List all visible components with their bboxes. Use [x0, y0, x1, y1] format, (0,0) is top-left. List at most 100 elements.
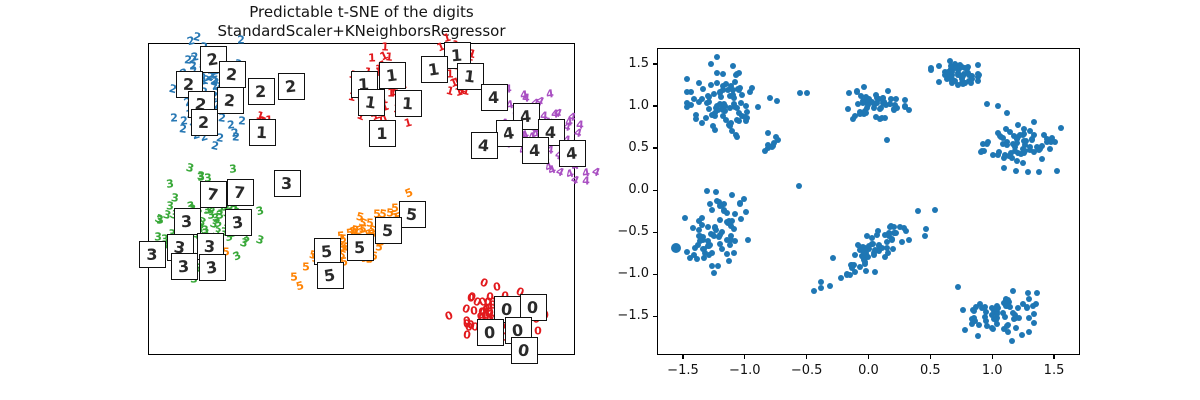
- scatter-point: [992, 305, 999, 312]
- scatter-point: [1030, 310, 1037, 317]
- scatter-point: [703, 99, 710, 106]
- scatter-point: [766, 95, 773, 102]
- scatter-point: [861, 83, 868, 90]
- scatter-point: [738, 91, 745, 98]
- scatter-point: [906, 237, 913, 244]
- scatter-point: [683, 88, 690, 95]
- scatter-point: [709, 262, 716, 269]
- scatter-point: [954, 72, 961, 79]
- scatter-point: [745, 237, 752, 244]
- scatter-point: [803, 89, 810, 96]
- scatter-point: [736, 110, 743, 117]
- x-tick-label: 1.5: [1043, 363, 1065, 378]
- scatter-point: [700, 234, 707, 241]
- scatter-point: [731, 79, 738, 86]
- x-tick-label: −1.0: [729, 363, 761, 378]
- scatter-point: [1021, 130, 1028, 137]
- scatter-point: [716, 231, 723, 238]
- scatter-point: [700, 245, 707, 252]
- scatter-point: [1025, 289, 1032, 296]
- scatter-point: [984, 100, 991, 107]
- digit-image-box: 2: [277, 72, 305, 100]
- scatter-point: [864, 105, 871, 112]
- digit-image-box: 3: [173, 207, 201, 235]
- scatter-point: [974, 61, 981, 68]
- scatter-point: [765, 144, 772, 151]
- scatter-point: [705, 94, 712, 101]
- digit-image-glyph: 7: [233, 182, 247, 202]
- scatter-point: [878, 244, 885, 251]
- scatter-point: [707, 200, 714, 207]
- x-tick-mark: [1053, 355, 1055, 359]
- scatter-point: [880, 94, 887, 101]
- scatter-point: [864, 233, 871, 240]
- scatter-point: [729, 191, 736, 198]
- scatter-point: [1029, 303, 1036, 310]
- scatter-point: [735, 86, 742, 93]
- scatter-point: [732, 71, 739, 78]
- scatter-point: [860, 249, 867, 256]
- scatter-point: [1004, 322, 1011, 329]
- scatter-point: [723, 237, 730, 244]
- x-tick-label: −1.5: [667, 363, 699, 378]
- scatter-point: [984, 323, 991, 330]
- scatter-point: [994, 315, 1001, 322]
- scatter-point: [1033, 290, 1040, 297]
- scatter-point: [851, 112, 858, 119]
- y-tick-label: 1.0: [628, 98, 649, 114]
- digit-glyph: 2: [170, 111, 179, 126]
- scatter-point: [886, 224, 893, 231]
- y-tick-mark: [653, 105, 657, 107]
- digit-image-box: 2: [216, 86, 244, 114]
- digit-glyph: 4: [576, 118, 585, 132]
- scatter-point: [1024, 168, 1031, 175]
- digit-image-box: 2: [190, 108, 218, 136]
- scatter-point: [731, 103, 738, 110]
- scatter-point: [731, 210, 738, 217]
- scatter-point: [982, 314, 989, 321]
- scatter-point: [877, 105, 884, 112]
- digit-glyph: 3: [165, 176, 175, 191]
- digit-image-box: 3: [198, 253, 226, 281]
- scatter-point: [1030, 148, 1037, 155]
- x-tick-mark: [929, 355, 931, 359]
- scatter-point: [990, 152, 997, 159]
- digit-image-glyph: 4: [502, 122, 516, 144]
- y-tick-mark: [653, 315, 657, 317]
- digit-image-glyph: 4: [488, 87, 500, 107]
- scatter-point: [936, 79, 943, 86]
- digit-glyph-single: 5: [222, 245, 230, 259]
- digit-image-box: 5: [346, 233, 374, 261]
- scatter-point: [700, 86, 707, 93]
- scatter-point: [980, 147, 987, 154]
- scatter-point: [952, 61, 959, 68]
- y-tick-mark: [653, 189, 657, 191]
- scatter-point: [769, 143, 776, 150]
- scatter-point: [960, 73, 967, 80]
- y-tick-label: 1.5: [628, 55, 649, 71]
- scatter-point: [717, 240, 724, 247]
- scatter-point: [731, 249, 738, 256]
- scatter-point: [870, 105, 877, 112]
- scatter-point: [743, 118, 750, 125]
- scatter-point: [726, 104, 733, 111]
- scatter-point: [728, 222, 735, 229]
- scatter-point: [729, 87, 736, 94]
- scatter-point: [993, 311, 1000, 318]
- digit-image-glyph: 1: [376, 123, 388, 143]
- scatter-point: [694, 256, 701, 263]
- scatter-point: [1033, 301, 1040, 308]
- scatter-point: [1018, 331, 1025, 338]
- digit-image-glyph: 3: [146, 244, 158, 264]
- scatter-point: [1006, 129, 1013, 136]
- scatter-point: [874, 228, 881, 235]
- scatter-point: [1038, 143, 1045, 150]
- scatter-point: [731, 226, 738, 233]
- scatter-point: [737, 216, 744, 223]
- scatter-point: [901, 103, 908, 110]
- scatter-point: [722, 117, 729, 124]
- scatter-point: [695, 242, 702, 249]
- scatter-point: [716, 202, 723, 209]
- scatter-point: [974, 77, 981, 84]
- scatter-point: [1010, 140, 1017, 147]
